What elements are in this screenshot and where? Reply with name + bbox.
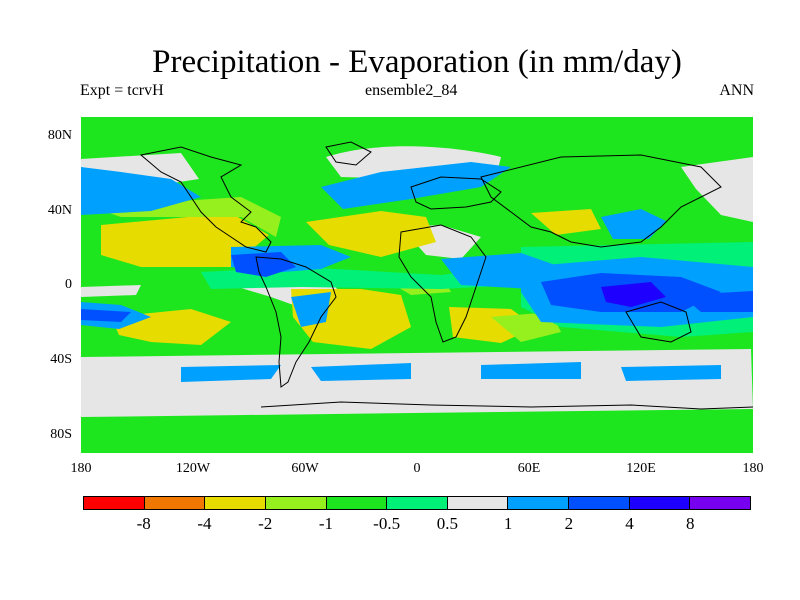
greenland-coast xyxy=(325,141,372,166)
lat-tick-label: 0 xyxy=(65,277,72,292)
lat-tick-label: 40N xyxy=(47,203,72,218)
colorbar-box xyxy=(84,497,145,509)
colorbar-label: -2 xyxy=(258,514,273,533)
colorbar-box xyxy=(569,497,630,509)
colorbar-box xyxy=(387,497,448,509)
colorbar-box xyxy=(265,497,327,509)
colorbar-box xyxy=(629,497,691,509)
lon-tick-label: 180 xyxy=(742,461,764,476)
colorbar-label: 8 xyxy=(686,514,695,533)
ensemble-label: ensemble2_84 xyxy=(365,82,458,99)
precipitation-map xyxy=(81,117,753,453)
australia-coast xyxy=(625,301,692,343)
africa-coast xyxy=(398,224,487,343)
colorbar-label: -1 xyxy=(318,514,333,533)
south-america-coast xyxy=(255,256,337,388)
colorbar-label: 2 xyxy=(564,514,574,533)
lat-tick-label: 80N xyxy=(47,128,72,143)
asia-coast xyxy=(480,154,722,248)
colorbar-box xyxy=(447,497,509,509)
lon-tick-label: 60E xyxy=(517,461,541,476)
coastlines xyxy=(139,141,753,410)
lon-tick-label: 180 xyxy=(70,461,92,476)
lon-tick-label: 120E xyxy=(626,461,656,476)
colorbar-label: 1 xyxy=(503,514,513,533)
colorbar-label: -8 xyxy=(136,514,151,533)
dry-zone-regions xyxy=(101,209,601,349)
experiment-label: Expt = tcrvH xyxy=(80,82,164,99)
season-label: ANN xyxy=(719,82,754,99)
antarctica-coast xyxy=(260,401,753,410)
colorbar-box xyxy=(508,497,570,509)
colorbar-label: -4 xyxy=(197,514,212,533)
colorbar-label: 0.5 xyxy=(436,514,458,533)
colorbar-box xyxy=(690,497,751,509)
lat-tick-label: 40S xyxy=(50,352,72,367)
colorbar-label: 4 xyxy=(625,514,634,533)
north-america-coast xyxy=(139,146,272,253)
lat-tick-label: 80S xyxy=(50,427,72,442)
heavy-rain-regions xyxy=(81,252,753,322)
map-title: Precipitation - Evaporation (in mm/day) xyxy=(152,44,682,80)
colorbar-box xyxy=(326,497,388,509)
lon-tick-label: 60W xyxy=(291,461,319,476)
lon-tick-label: 0 xyxy=(413,461,421,476)
colorbar-box xyxy=(144,497,206,509)
lon-tick-label: 120W xyxy=(175,461,211,476)
colorbar-box xyxy=(205,497,266,509)
colorbar-label: -0.5 xyxy=(373,514,401,533)
europe-coast xyxy=(410,176,502,210)
extreme-rain-regions xyxy=(601,282,666,307)
map-canvas xyxy=(81,117,753,453)
colorbar xyxy=(83,496,751,510)
